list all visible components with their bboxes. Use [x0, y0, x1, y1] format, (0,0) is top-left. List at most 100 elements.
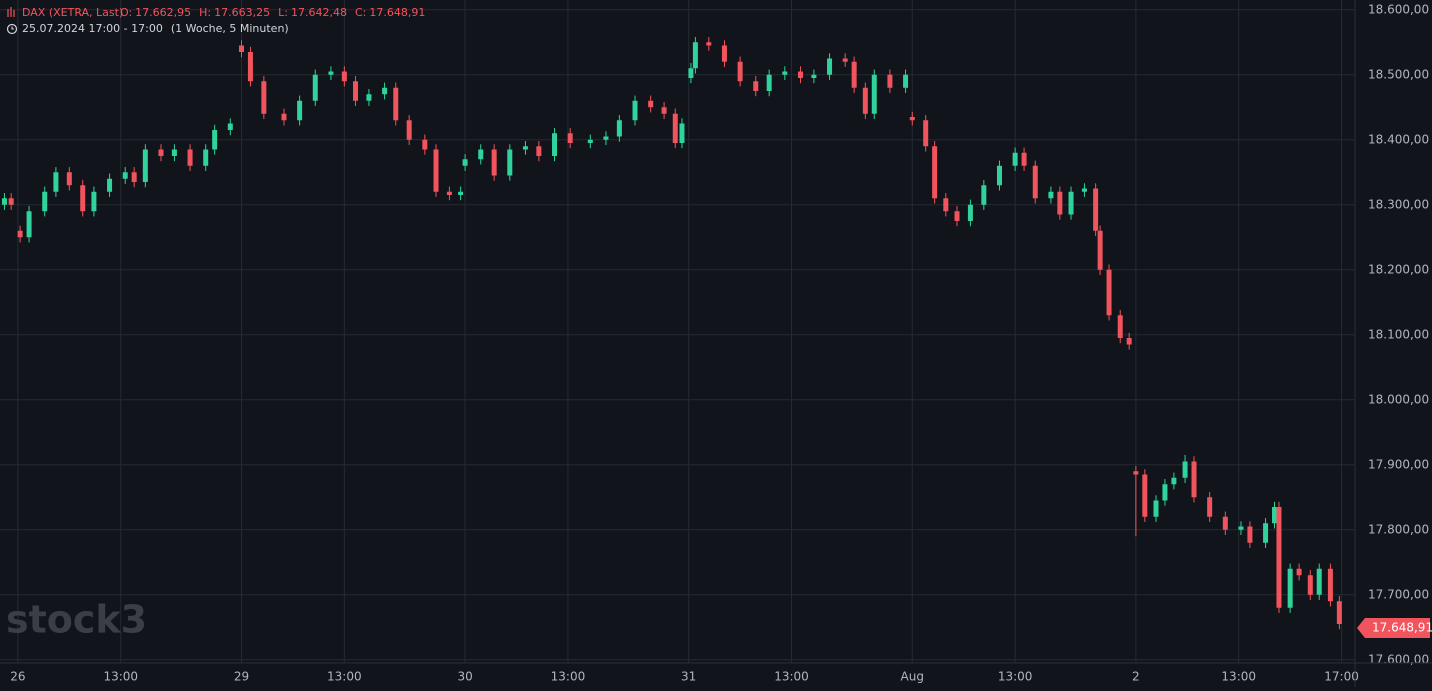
x-tick-label: 13:00	[998, 670, 1033, 684]
candle-body	[433, 149, 439, 192]
candle-body	[366, 94, 372, 101]
candle-body	[887, 74, 893, 88]
x-tick-label: Aug	[901, 670, 924, 684]
ohlc-label: H:	[199, 6, 211, 19]
candle-body	[53, 172, 59, 192]
ohlc-value: 17.648,91	[369, 6, 425, 19]
candle-body	[1133, 471, 1139, 475]
candle-body	[766, 74, 772, 91]
candle-body	[1182, 461, 1188, 478]
candle-body	[312, 74, 318, 101]
candles	[1, 37, 1342, 630]
x-tick-label: 13:00	[327, 670, 362, 684]
last-price-label: 17.648,91	[1372, 620, 1432, 634]
y-tick-label: 18.100,00	[1368, 327, 1429, 341]
candle-body	[328, 71, 334, 75]
x-tick-label: 13:00	[1221, 670, 1256, 684]
x-tick-label: 13:00	[103, 670, 138, 684]
x-tick-label: 17:00	[1324, 670, 1359, 684]
candle-body	[1068, 191, 1074, 215]
candle-body	[909, 117, 915, 121]
candle-body	[1126, 338, 1132, 345]
candle-body	[1097, 230, 1103, 270]
candle-body	[996, 165, 1002, 186]
ohlc-value: 17.642,48	[291, 6, 347, 19]
ohlc-value: 17.662,95	[135, 6, 191, 19]
candle-body	[212, 130, 218, 150]
candle-body	[1106, 269, 1112, 316]
candle-body	[811, 74, 817, 78]
candle-body	[1093, 188, 1099, 231]
candle-body	[692, 42, 698, 69]
ohlc-value: 17.663,25	[214, 6, 270, 19]
candle-body	[422, 139, 428, 150]
candle-body	[80, 185, 86, 212]
candle-body	[171, 149, 177, 156]
candle-body	[42, 191, 48, 212]
candle-body	[603, 136, 609, 140]
candle-body	[491, 149, 497, 176]
candle-body	[632, 100, 638, 121]
candle-body	[851, 61, 857, 88]
candle-body	[753, 81, 759, 91]
candle-body	[203, 149, 209, 166]
candle-body	[1207, 497, 1213, 517]
y-tick-label: 18.600,00	[1368, 2, 1429, 16]
ohlc-label: O:	[120, 6, 132, 19]
candle-body	[238, 45, 244, 52]
candle-body	[91, 191, 97, 212]
x-tick-label: 13:00	[774, 670, 809, 684]
last-price-tag	[1357, 617, 1430, 638]
candle-body	[1222, 516, 1228, 530]
candle-body	[281, 113, 287, 121]
candle-body	[782, 71, 788, 75]
candle-body	[158, 149, 164, 156]
candle-body	[536, 146, 542, 156]
candle-body	[1287, 568, 1293, 608]
candle-body	[954, 211, 960, 221]
candle-body	[672, 113, 678, 143]
y-tick-label: 18.300,00	[1368, 197, 1429, 211]
candle-body	[981, 185, 987, 205]
candle-body	[1081, 188, 1087, 192]
candle-body	[382, 87, 388, 95]
y-tick-label: 18.500,00	[1368, 67, 1429, 81]
candle-body	[26, 211, 32, 238]
candle-body	[842, 58, 848, 62]
clock-icon	[6, 23, 18, 35]
x-tick-label: 30	[457, 670, 472, 684]
x-tick-label: 31	[681, 670, 696, 684]
candle-body	[446, 191, 452, 195]
candle-body	[706, 42, 712, 46]
candle-body	[1162, 484, 1168, 501]
candle-body	[1276, 507, 1282, 608]
period: 25.07.2024 17:00 - 17:00	[22, 22, 163, 35]
y-tick-label: 18.400,00	[1368, 132, 1429, 146]
y-tick-label: 17.600,00	[1368, 652, 1429, 666]
candle-body	[458, 191, 464, 195]
candle-body	[107, 178, 113, 192]
candle-body	[1272, 507, 1278, 524]
candle-body	[616, 120, 622, 137]
y-tick-label: 18.000,00	[1368, 392, 1429, 406]
interval: (1 Woche, 5 Minuten)	[171, 22, 289, 35]
candle-body	[17, 230, 23, 238]
y-tick-label: 17.700,00	[1368, 587, 1429, 601]
symbol-icon	[7, 7, 15, 17]
candle-body	[567, 133, 573, 143]
candle-body	[507, 149, 513, 176]
candle-body	[688, 68, 694, 78]
candle-body	[827, 58, 833, 75]
candle-body	[1238, 526, 1244, 530]
candle-body	[871, 74, 877, 114]
candle-body	[8, 198, 14, 205]
x-tick-label: 29	[234, 670, 249, 684]
candle-body	[341, 71, 347, 82]
candle-body	[648, 100, 654, 108]
candle-body	[1021, 152, 1027, 166]
candle-body	[227, 123, 233, 130]
candle-body	[1153, 500, 1159, 517]
candle-body	[552, 133, 558, 156]
